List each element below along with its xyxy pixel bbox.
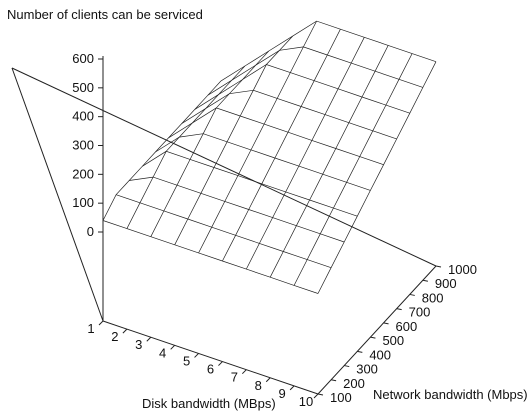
network-axis-line — [317, 265, 437, 395]
z-tick-label: 200 — [72, 166, 94, 181]
x-tick-label: 9 — [278, 386, 285, 401]
surface-line-network — [102, 220, 319, 294]
x-tick-mark — [122, 328, 128, 334]
y-tick-label: 800 — [422, 290, 444, 305]
x-tick-label: 1 — [87, 321, 94, 336]
surface-line-disk — [245, 37, 365, 270]
y-tick-mark — [409, 293, 415, 296]
x-tick-label: 6 — [207, 362, 214, 377]
y-tick-mark — [422, 279, 428, 282]
surface-line-disk — [102, 80, 222, 221]
y-tick-label: 700 — [409, 305, 431, 320]
surface-line-network — [115, 194, 332, 269]
surface-line-network — [220, 20, 437, 82]
x-tick-label: 5 — [183, 353, 190, 368]
chart-title: Number of clients can be serviced — [7, 7, 203, 22]
x-tick-mark — [170, 344, 176, 350]
z-tick-label: 0 — [87, 224, 94, 239]
y-tick-mark — [396, 308, 402, 311]
y-tick-label: 900 — [435, 276, 457, 291]
surface-line-disk — [150, 50, 270, 237]
y-tick-mark — [344, 365, 350, 368]
surface-line-network — [181, 89, 397, 140]
x-tick-label: 10 — [299, 394, 313, 409]
x-tick-mark — [146, 336, 152, 342]
x-tick-mark — [98, 320, 104, 326]
z-tick-label: 400 — [72, 109, 94, 124]
x-axis-title: Disk bandwidth (MBps) — [142, 396, 276, 411]
y-tick-label: 1000 — [448, 262, 477, 277]
surface-line-network — [168, 107, 384, 166]
x-tick-label: 2 — [111, 329, 118, 344]
x-tick-label: 7 — [231, 370, 238, 385]
x-tick-label: 4 — [159, 345, 166, 360]
surface-line-disk — [222, 29, 341, 262]
surface-line-network — [207, 46, 424, 96]
surface-line-network — [155, 133, 371, 191]
z-tick-label: 500 — [72, 80, 94, 95]
x-tick-mark — [313, 393, 319, 399]
surface-line-network — [142, 150, 358, 217]
disk-axis-line — [102, 320, 319, 395]
x-tick-mark — [241, 369, 247, 375]
x-tick-label: 8 — [255, 378, 262, 393]
x-tick-label: 3 — [135, 337, 142, 352]
floor-back-left-line — [11, 67, 104, 322]
y-axis-title: Network bandwidth (Mbps) — [373, 387, 528, 402]
x-tick-mark — [194, 353, 199, 358]
y-tick-label: 600 — [396, 319, 418, 334]
y-tick-label: 300 — [356, 362, 378, 377]
y-tick-label: 100 — [330, 390, 352, 405]
y-tick-label: 400 — [369, 347, 391, 362]
x-tick-mark — [218, 361, 223, 366]
x-tick-mark — [265, 377, 271, 383]
y-tick-mark — [317, 393, 324, 396]
z-tick-label: 600 — [72, 51, 94, 66]
y-tick-mark — [331, 379, 337, 382]
surface-line-disk — [317, 61, 437, 294]
y-tick-mark — [357, 350, 363, 353]
surface-line-network — [194, 64, 410, 114]
surface-line-disk — [198, 20, 317, 254]
y-tick-mark — [383, 322, 389, 325]
surface-line-disk — [174, 35, 293, 245]
y-tick-label: 200 — [343, 376, 365, 391]
surface-line-disk — [269, 45, 389, 278]
z-tick-label: 300 — [72, 138, 94, 153]
y-tick-label: 500 — [382, 333, 404, 348]
floor-back-right-line — [11, 67, 437, 267]
y-tick-mark — [370, 336, 376, 339]
surface-line-network — [129, 176, 345, 243]
y-tick-mark — [435, 265, 442, 268]
surface-line-disk — [293, 53, 413, 286]
x-tick-mark — [289, 385, 295, 391]
z-tick-label: 100 — [72, 195, 94, 210]
surface-line-disk — [126, 65, 246, 229]
